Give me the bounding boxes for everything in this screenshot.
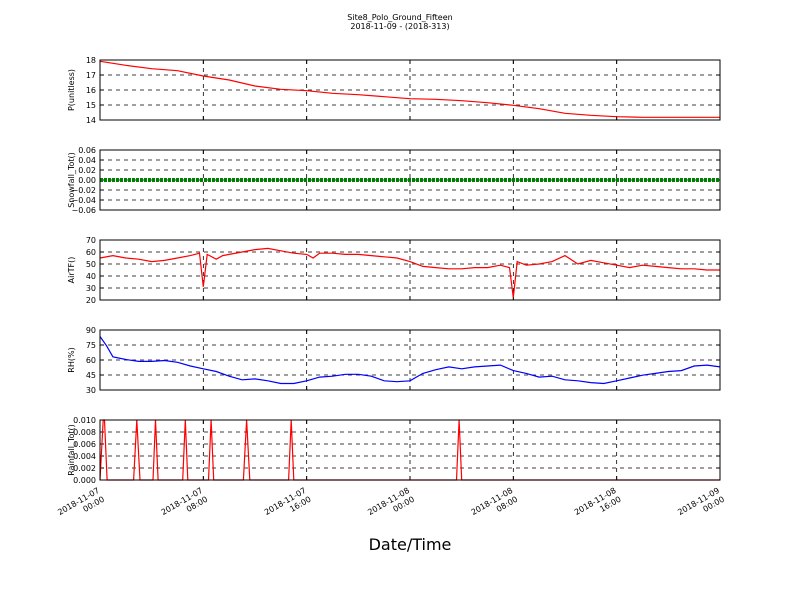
x-tick-label: 2018-11-0800:00: [366, 486, 416, 526]
panel-frame: [99, 149, 721, 211]
panel-frame: [99, 329, 721, 391]
y-tick-label: 30: [86, 284, 96, 293]
y-tick-label: 14: [86, 116, 96, 125]
panel-3: 20 30 40 50 60 70 AirTF(): [67, 236, 721, 305]
x-axis-label: Date/Time: [369, 535, 452, 554]
y-tick-label: −0.04: [71, 196, 96, 205]
panels: 1415161718P(unitless)−0.06−0.04−0.020.00…: [67, 56, 721, 485]
panel-4: 30 45 60 75 90 RH(%): [67, 326, 721, 395]
x-tick-label: 2018-11-0816:00: [573, 486, 623, 526]
y-tick-label: 0.002: [73, 464, 96, 473]
y-tick-label: 0.04: [78, 156, 96, 165]
y-tick-label: 20: [86, 296, 96, 305]
y-tick-label: 60: [86, 248, 96, 257]
y-tick-label: 50: [86, 260, 96, 269]
series-line: [99, 247, 720, 298]
y-tick-label: 0.004: [73, 452, 96, 461]
y-axis-label: RH(%): [67, 347, 76, 372]
y-tick-label: −0.06: [71, 206, 96, 215]
x-tick-label: 2018-11-0708:00: [160, 486, 210, 526]
panel-frame: [99, 419, 721, 481]
x-tick-label: 2018-11-0700:00: [56, 486, 106, 526]
y-axis-label: Snowfall_Tot(): [67, 152, 76, 208]
x-axis-ticks: 2018-11-0700:00 2018-11-0708:00 2018-11-07…: [56, 486, 726, 526]
y-tick-label: 60: [86, 356, 96, 365]
x-tick-label: 2018-11-0900:00: [676, 486, 726, 526]
y-axis-label: P(unitless): [67, 69, 76, 111]
panel-2: −0.06−0.04−0.020.000.020.040.06Snowfall_…: [67, 146, 721, 215]
y-tick-label: 30: [86, 386, 96, 395]
y-tick-label: 40: [86, 272, 96, 281]
y-tick-label: 0.008: [73, 428, 96, 437]
x-tick-label: 2018-11-0808:00: [470, 486, 520, 526]
chart-subtitle: 2018-11-09 - (2018-313): [350, 22, 449, 31]
series-line: [99, 60, 720, 118]
y-tick-label: 15: [86, 101, 96, 110]
y-axis-label: AirTF(): [67, 257, 76, 284]
y-tick-label: 16: [86, 86, 96, 95]
y-tick-label: −0.02: [71, 186, 96, 195]
y-tick-label: 70: [86, 236, 96, 245]
y-tick-label: 0.010: [73, 416, 96, 425]
x-tick-label: 2018-11-0716:00: [263, 486, 313, 526]
y-tick-label: 18: [86, 56, 96, 65]
panel-frame: [99, 239, 721, 301]
panel-1: 14 15 16 17 18 P(unitless): [67, 56, 721, 125]
y-tick-label: 45: [86, 371, 96, 380]
y-tick-label: 0.006: [73, 440, 96, 449]
series-line: [99, 336, 721, 385]
y-axis-label: Rainfall_Tot(): [67, 424, 76, 476]
y-tick-label: 0.02: [78, 166, 96, 175]
panel-frame: [99, 59, 721, 121]
y-tick-label: 75: [86, 341, 96, 350]
y-tick-label: 17: [86, 71, 96, 80]
y-tick-label: 0.06: [78, 146, 96, 155]
y-tick-label: 0.000: [73, 476, 96, 485]
y-tick-label: 90: [86, 326, 96, 335]
y-tick-label: 0.00: [78, 176, 96, 185]
panel-5: 0.000 0.002 0.004 0.006 0.008 0.010Rainfall_T…: [67, 416, 721, 485]
chart-title: Site8_Polo_Ground_Fifteen: [347, 13, 452, 22]
